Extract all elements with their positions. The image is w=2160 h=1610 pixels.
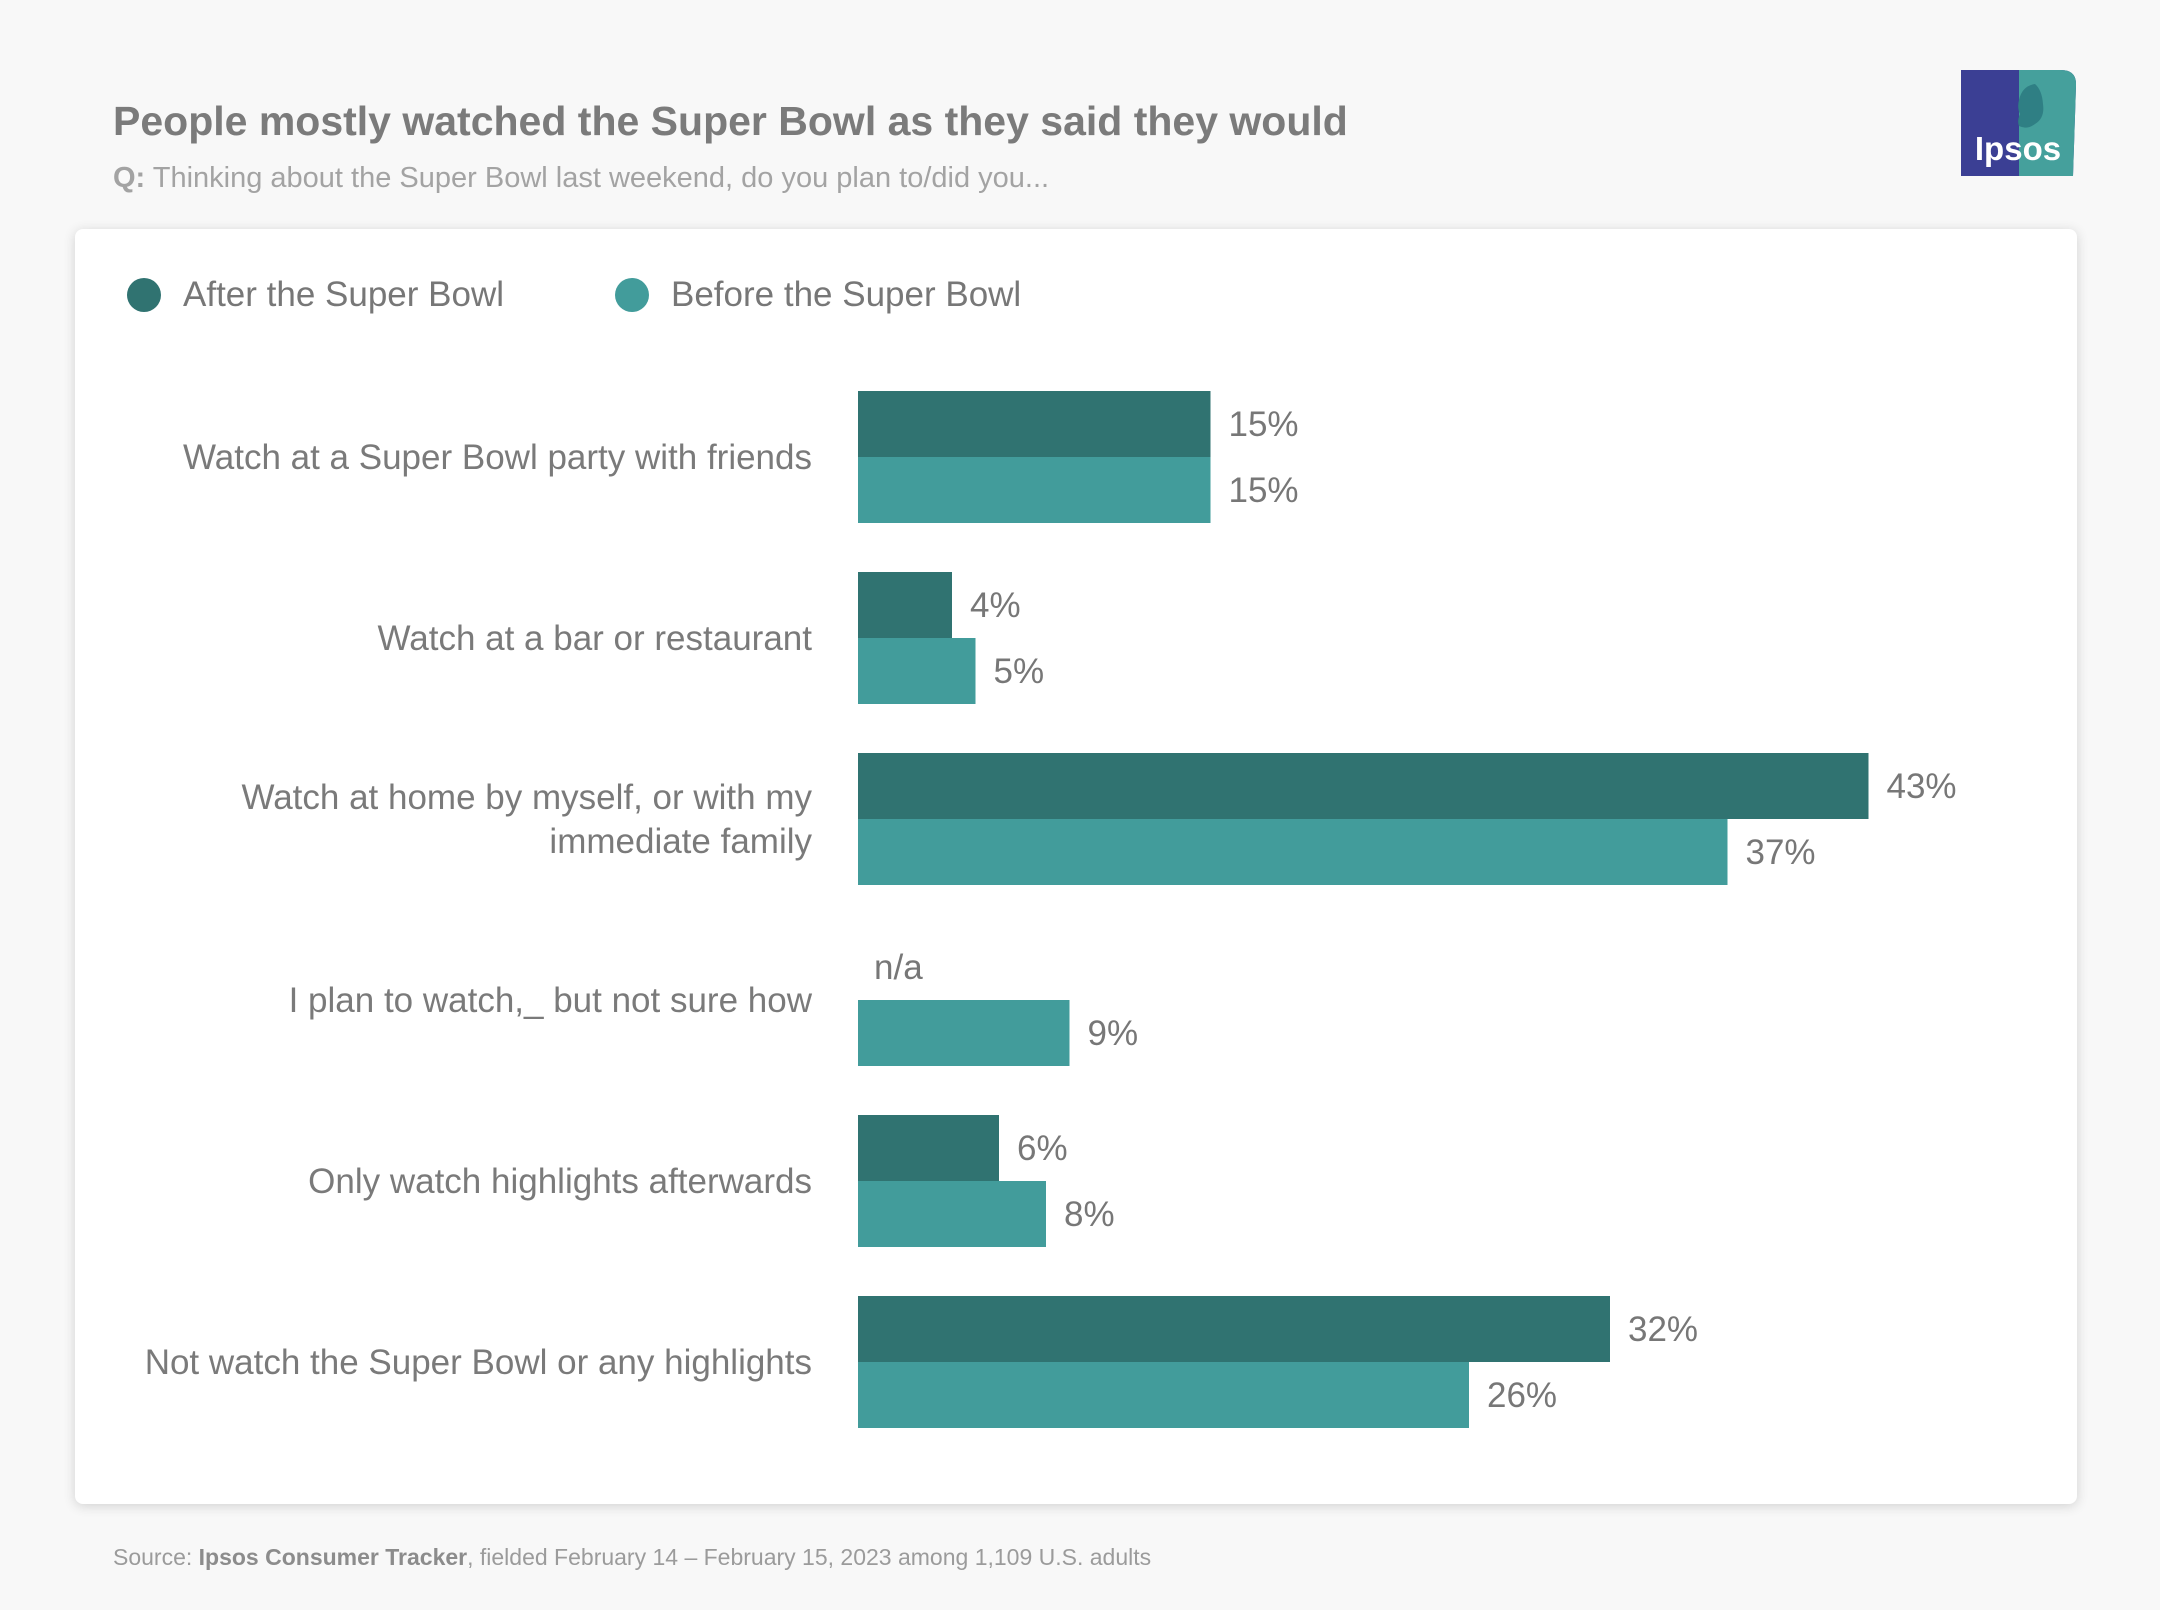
legend-swatch-before xyxy=(615,278,649,312)
bar-after xyxy=(858,391,1211,457)
data-label-after: 43% xyxy=(1887,767,1957,806)
data-label-after: 15% xyxy=(1229,405,1299,444)
category-label: Watch at a Super Bowl party with friends xyxy=(183,438,812,477)
data-label-before: 37% xyxy=(1746,833,1816,872)
data-label-before: 26% xyxy=(1487,1376,1557,1415)
logo-head-shape xyxy=(2018,84,2044,128)
data-label-after: 6% xyxy=(1017,1129,1068,1168)
legend-item-before: Before the Super Bowl xyxy=(615,275,1021,315)
bar-before xyxy=(858,638,976,704)
bar-after xyxy=(858,1115,999,1181)
data-label-before: 9% xyxy=(1088,1014,1139,1053)
source-name: Ipsos Consumer Tracker xyxy=(198,1544,468,1570)
bar-before xyxy=(858,1181,1046,1247)
bar-before xyxy=(858,1362,1469,1428)
bar-before xyxy=(858,819,1728,885)
ipsos-logo: Ipsos xyxy=(1961,70,2076,176)
bar-after xyxy=(858,753,1869,819)
data-label-before: 5% xyxy=(994,652,1045,691)
source-details: , fielded February 14 – February 15, 202… xyxy=(467,1544,1152,1570)
data-label-after: 4% xyxy=(970,586,1021,625)
category-label: Only watch highlights afterwards xyxy=(308,1162,812,1201)
bar-before xyxy=(858,1000,1070,1066)
chart-title: People mostly watched the Super Bowl as … xyxy=(113,98,1348,144)
ipsos-head-logo-icon: Ipsos xyxy=(1961,70,2076,176)
category-label: Not watch the Super Bowl or any highligh… xyxy=(145,1343,812,1382)
source-label: Source: xyxy=(113,1544,199,1570)
legend-swatch-after xyxy=(127,278,161,312)
category-label: Watch at home by myself, or with my immed… xyxy=(241,778,812,861)
bar-after xyxy=(858,572,952,638)
bar-before xyxy=(858,457,1211,523)
question-prefix: Q: xyxy=(113,162,146,194)
source-note: Source: Ipsos Consumer Tracker, fielded … xyxy=(113,1544,1151,1571)
category-label: I plan to watch,_ but not sure how xyxy=(289,981,813,1020)
bar-after xyxy=(858,1296,1610,1362)
legend-item-after: After the Super Bowl xyxy=(127,275,504,315)
data-label-before: 8% xyxy=(1064,1195,1115,1234)
question-text: Thinking about the Super Bowl last weeke… xyxy=(145,162,1050,194)
data-label-after: 32% xyxy=(1628,1310,1698,1349)
legend-label-before: Before the Super Bowl xyxy=(671,275,1022,314)
chart-subtitle: Q: Thinking about the Super Bowl last we… xyxy=(113,162,1049,195)
category-label: Watch at a bar or restaurant xyxy=(378,619,813,658)
data-label-before: 15% xyxy=(1229,471,1299,510)
legend-label-after: After the Super Bowl xyxy=(183,275,504,314)
logo-text: Ipsos xyxy=(1975,130,2061,167)
data-label-after: n/a xyxy=(874,948,923,987)
